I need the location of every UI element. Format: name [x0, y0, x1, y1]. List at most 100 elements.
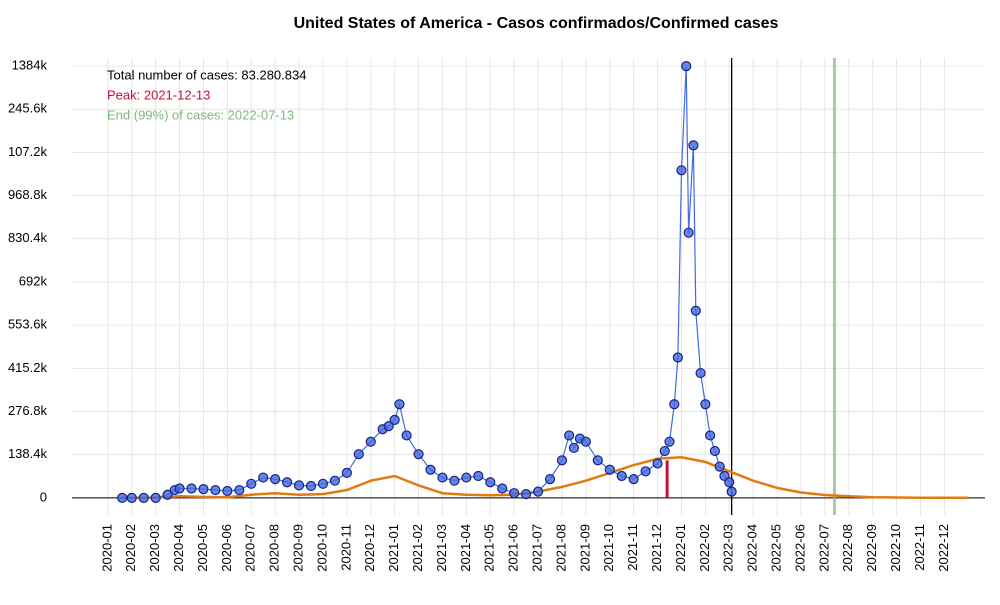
- y-tick-label: 0: [40, 489, 47, 504]
- data-point: [688, 140, 699, 151]
- x-tick-label: 2022-07: [816, 524, 831, 572]
- data-point: [676, 165, 687, 176]
- data-point: [282, 477, 293, 488]
- x-tick-label: 2022-06: [792, 524, 807, 572]
- data-point: [150, 492, 161, 503]
- data-point: [246, 478, 257, 489]
- x-tick-label: 2021-05: [482, 524, 497, 572]
- data-point: [305, 480, 317, 492]
- data-point: [329, 475, 341, 486]
- x-tick-label: 2021-01: [386, 524, 401, 572]
- data-point: [222, 485, 233, 497]
- x-tick-label: 2020-06: [219, 524, 234, 572]
- data-point: [497, 483, 508, 494]
- data-point: [564, 430, 575, 441]
- data-point: [389, 414, 400, 425]
- data-point: [425, 464, 436, 475]
- data-point: [521, 488, 532, 500]
- x-tick-label: 2020-05: [195, 524, 210, 572]
- annotation: Peak: 2021-12-13: [107, 87, 210, 102]
- data-point: [672, 352, 683, 363]
- x-tick-label: 2021-11: [625, 524, 640, 571]
- x-tick-label: 2022-08: [840, 524, 855, 572]
- data-point: [681, 61, 692, 72]
- fit-line: [122, 456, 969, 500]
- data-point: [556, 455, 568, 466]
- data-point: [700, 399, 711, 410]
- x-tick-label: 2020-03: [147, 524, 162, 572]
- data-point: [726, 486, 737, 497]
- y-tick-label: 107.2k: [8, 144, 48, 159]
- data-point: [580, 436, 591, 447]
- data-point: [485, 477, 496, 488]
- x-tick-label: 2020-12: [362, 524, 377, 572]
- data-point: [683, 227, 694, 238]
- data-point: [473, 470, 484, 482]
- data-point: [317, 478, 329, 489]
- x-tick-label: 2021-02: [410, 524, 425, 572]
- data-point: [394, 399, 405, 410]
- data-point: [628, 474, 639, 485]
- x-tick-label: 2020-10: [314, 524, 329, 572]
- x-tick-label: 2022-10: [888, 524, 903, 572]
- y-tick-label: 692k: [19, 273, 48, 288]
- data-point: [604, 464, 615, 475]
- y-tick-label: 276.8k: [8, 403, 48, 418]
- x-tick-label: 2020-04: [171, 524, 186, 572]
- data-point: [461, 472, 472, 483]
- data-point: [669, 399, 680, 410]
- y-tick-label: 1384k: [12, 58, 48, 73]
- x-tick-label: 2022-03: [721, 524, 736, 572]
- data-point: [437, 472, 448, 483]
- y-tick-label: 415.2k: [8, 360, 48, 375]
- data-point: [592, 455, 603, 466]
- data-point: [544, 474, 556, 485]
- data-point: [659, 445, 670, 457]
- data-point: [532, 486, 544, 497]
- annotation: End (99%) of cases: 2022-07-13: [107, 107, 294, 122]
- data-point: [568, 442, 580, 454]
- data-point: [616, 470, 627, 482]
- x-tick-label: 2022-09: [864, 524, 879, 572]
- data-point: [690, 305, 701, 316]
- data-point: [117, 492, 128, 503]
- x-tick-label: 2021-09: [577, 524, 592, 572]
- data-point: [724, 477, 735, 488]
- data-point: [138, 492, 149, 503]
- data-point: [709, 445, 721, 457]
- x-tick-label: 2021-04: [458, 524, 473, 572]
- data-point: [293, 480, 305, 491]
- data-point: [186, 483, 197, 494]
- y-tick-label: 245.6k: [8, 101, 48, 116]
- x-tick-label: 2022-02: [697, 524, 712, 572]
- x-tick-label: 2020-08: [267, 524, 282, 572]
- x-tick-label: 2021-03: [434, 524, 449, 572]
- data-point: [341, 467, 352, 478]
- data-point: [270, 474, 281, 485]
- x-tick-label: 2020-02: [123, 524, 138, 572]
- x-tick-label: 2022-04: [745, 524, 760, 572]
- y-tick-label: 138.4k: [8, 446, 48, 461]
- data-point: [353, 449, 364, 460]
- data-point: [234, 484, 245, 496]
- x-tick-label: 2020-07: [243, 524, 258, 572]
- data-point: [210, 484, 221, 496]
- x-tick-label: 2021-07: [529, 524, 544, 572]
- data-point: [258, 472, 269, 483]
- data-point: [126, 492, 137, 503]
- data-point: [705, 430, 716, 441]
- data-point: [695, 367, 706, 379]
- data-point: [664, 436, 675, 447]
- data-point: [509, 488, 520, 499]
- data-point: [365, 436, 376, 447]
- x-tick-label: 2022-01: [673, 524, 688, 572]
- x-tick-label: 2020-11: [338, 524, 353, 571]
- data-point: [198, 484, 209, 495]
- x-tick-label: 2022-05: [769, 524, 784, 572]
- x-tick-label: 2021-08: [553, 524, 568, 572]
- x-tick-label: 2022-11: [912, 524, 927, 571]
- data-point: [401, 430, 412, 441]
- data-point: [413, 449, 424, 460]
- data-point: [449, 475, 460, 486]
